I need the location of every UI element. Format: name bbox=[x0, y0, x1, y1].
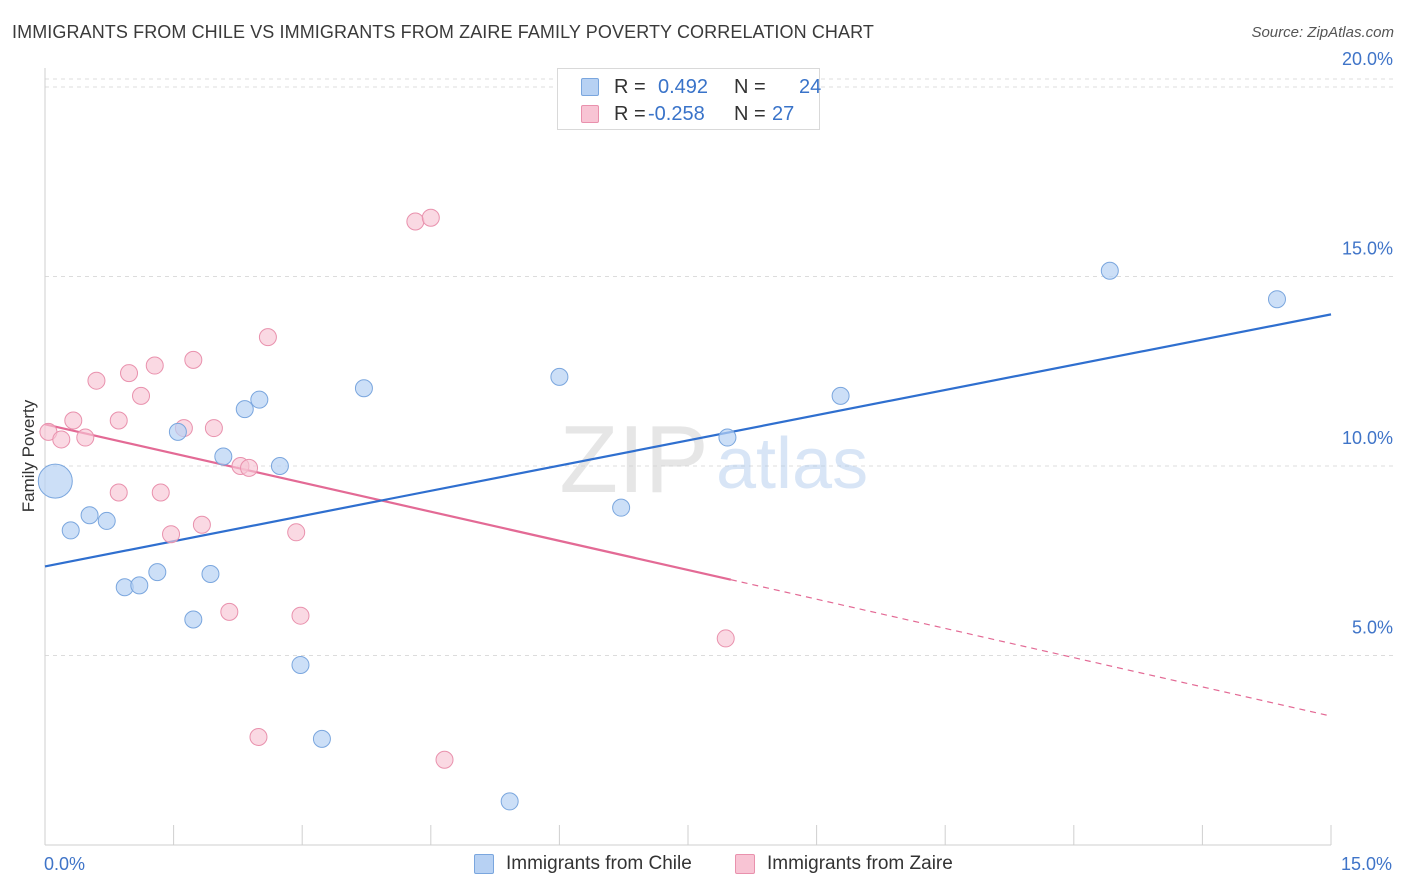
zaire-point bbox=[716, 629, 735, 648]
chile-points bbox=[37, 261, 1286, 811]
chile-point bbox=[718, 428, 737, 447]
zaire-trend-line bbox=[44, 423, 732, 581]
chile-point bbox=[1267, 290, 1286, 309]
chile-point bbox=[550, 367, 569, 386]
legend-r-label: R = bbox=[614, 76, 646, 98]
bottom-legend-swatch-chile bbox=[474, 854, 494, 874]
chile-point bbox=[831, 386, 850, 405]
legend-n-value-zaire: 27 bbox=[772, 103, 795, 125]
zaire-point bbox=[204, 419, 223, 438]
zaire-point bbox=[406, 212, 425, 231]
zaire-point bbox=[52, 430, 71, 449]
chile-point bbox=[184, 610, 203, 629]
zaire-point bbox=[132, 386, 151, 405]
zaire-point bbox=[421, 208, 440, 227]
bottom-legend-swatch-zaire bbox=[735, 854, 755, 874]
zaire-point bbox=[145, 356, 164, 375]
x-axis-max-label: 15.0% bbox=[1341, 854, 1392, 874]
zaire-point bbox=[291, 606, 310, 625]
chile-point bbox=[148, 563, 167, 582]
zaire-point bbox=[435, 750, 454, 769]
zaire-point bbox=[192, 515, 211, 534]
zaire-point bbox=[109, 483, 128, 502]
chile-trend-line bbox=[44, 313, 1332, 568]
zaire-point bbox=[162, 525, 181, 544]
bottom-legend-label-zaire: Immigrants from Zaire bbox=[767, 853, 953, 874]
bottom-legend-label-chile: Immigrants from Chile bbox=[506, 853, 692, 874]
legend-row-chile: R = 0.492 N = 24 bbox=[558, 73, 821, 101]
chile-point bbox=[168, 422, 187, 441]
zaire-point bbox=[64, 411, 83, 430]
x-axis-ticks bbox=[44, 825, 1332, 845]
chile-point bbox=[61, 521, 80, 540]
grid-lines bbox=[45, 78, 1394, 656]
chile-point bbox=[235, 400, 254, 419]
chile-point bbox=[612, 498, 631, 517]
zaire-point bbox=[249, 727, 268, 746]
zaire-point bbox=[76, 428, 95, 447]
zaire-point bbox=[151, 483, 170, 502]
chile-point bbox=[130, 576, 149, 595]
legend-swatch-zaire bbox=[581, 105, 599, 123]
chart-source: Source: ZipAtlas.com bbox=[1251, 24, 1394, 41]
y-tick-label: 10.0% bbox=[1342, 428, 1393, 448]
watermark: ZIP atlas bbox=[559, 406, 868, 513]
chile-point bbox=[354, 379, 373, 398]
chile-point bbox=[291, 655, 310, 674]
chile-point bbox=[97, 511, 116, 530]
y-tick-label: 20.0% bbox=[1342, 49, 1393, 69]
chile-point bbox=[500, 792, 519, 811]
zaire-point bbox=[184, 350, 203, 369]
chile-point bbox=[1100, 261, 1119, 280]
zaire-trend-extension bbox=[730, 579, 1332, 717]
chile-point bbox=[201, 564, 220, 583]
zaire-point bbox=[240, 458, 259, 477]
zaire-point bbox=[87, 371, 106, 390]
bottom-legend-zaire: Immigrants from Zaire bbox=[735, 850, 985, 878]
legend-n-label: N = bbox=[734, 103, 766, 125]
chart-title: IMMIGRANTS FROM CHILE VS IMMIGRANTS FROM… bbox=[12, 22, 874, 42]
trend-lines bbox=[44, 313, 1332, 717]
watermark-zip: ZIP bbox=[559, 406, 708, 513]
legend-r-label: R = bbox=[614, 103, 646, 125]
y-axis-tick-labels: 5.0% 10.0% 15.0% 20.0% bbox=[1342, 49, 1393, 638]
zaire-point bbox=[287, 523, 306, 542]
zaire-point bbox=[120, 364, 139, 383]
chile-point bbox=[250, 390, 269, 409]
legend-n-label: N = bbox=[734, 76, 766, 98]
zaire-point bbox=[220, 602, 239, 621]
y-tick-label: 15.0% bbox=[1342, 238, 1393, 258]
correlation-legend: R = 0.492 N = 24 R = -0.258 N = 27 bbox=[557, 68, 821, 130]
legend-r-value-chile: 0.492 bbox=[658, 76, 709, 98]
watermark-atlas: atlas bbox=[716, 424, 868, 504]
y-axis-title: Family Poverty bbox=[19, 399, 38, 512]
chile-point bbox=[80, 506, 99, 525]
legend-row-zaire: R = -0.258 N = 27 bbox=[558, 100, 821, 128]
zaire-points bbox=[39, 208, 735, 769]
chile-point bbox=[214, 447, 233, 466]
x-axis-min-label: 0.0% bbox=[44, 854, 85, 874]
legend-swatch-chile bbox=[581, 78, 599, 96]
legend-n-value-chile: 24 bbox=[799, 76, 822, 98]
y-tick-label: 5.0% bbox=[1352, 617, 1393, 637]
legend-r-value-zaire: -0.258 bbox=[648, 103, 705, 125]
chile-point bbox=[312, 729, 331, 748]
zaire-point bbox=[109, 411, 128, 430]
bottom-legend-chile: Immigrants from Chile bbox=[474, 850, 714, 878]
chile-point bbox=[270, 456, 289, 475]
zaire-point bbox=[258, 328, 277, 347]
chile-point bbox=[37, 463, 73, 499]
